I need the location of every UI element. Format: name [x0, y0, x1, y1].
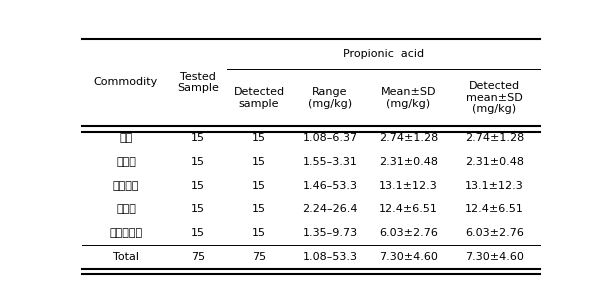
Text: 15: 15	[191, 204, 205, 214]
Text: 초석잠: 초석잠	[116, 204, 136, 214]
Text: Commodity: Commodity	[94, 78, 158, 87]
Text: 7.30±4.60: 7.30±4.60	[379, 252, 438, 262]
Text: 13.1±12.3: 13.1±12.3	[465, 181, 523, 191]
Text: 2.24–26.4: 2.24–26.4	[302, 204, 358, 214]
Text: 1.46–53.3: 1.46–53.3	[303, 181, 358, 191]
Text: Range
(mg/kg): Range (mg/kg)	[308, 87, 352, 109]
Text: 감자: 감자	[119, 133, 133, 143]
Text: 75: 75	[252, 252, 266, 262]
Text: 1.08–53.3: 1.08–53.3	[303, 252, 358, 262]
Text: 2.31±0.48: 2.31±0.48	[465, 157, 524, 167]
Text: 15: 15	[191, 228, 205, 238]
Text: 6.03±2.76: 6.03±2.76	[465, 228, 524, 238]
Text: 15: 15	[191, 157, 205, 167]
Text: 15: 15	[252, 181, 266, 191]
Text: 15: 15	[252, 228, 266, 238]
Text: 타이거넷츠: 타이거넷츠	[109, 228, 142, 238]
Text: 15: 15	[191, 181, 205, 191]
Text: 1.35–9.73: 1.35–9.73	[303, 228, 358, 238]
Text: 돼지감자: 돼지감자	[113, 181, 139, 191]
Text: Tested
Sample: Tested Sample	[177, 72, 219, 93]
Text: 고구마: 고구마	[116, 157, 136, 167]
Text: 13.1±12.3: 13.1±12.3	[379, 181, 438, 191]
Text: 7.30±4.60: 7.30±4.60	[465, 252, 524, 262]
Text: Propionic  acid: Propionic acid	[343, 49, 424, 59]
Text: 1.08–6.37: 1.08–6.37	[303, 133, 358, 143]
Text: 12.4±6.51: 12.4±6.51	[465, 204, 524, 214]
Text: 15: 15	[252, 133, 266, 143]
Text: Mean±SD
(mg/kg): Mean±SD (mg/kg)	[380, 87, 436, 109]
Text: 2.74±1.28: 2.74±1.28	[379, 133, 438, 143]
Text: Detected
sample: Detected sample	[233, 87, 285, 109]
Text: Total: Total	[113, 252, 139, 262]
Text: Detected
mean±SD
(mg/kg): Detected mean±SD (mg/kg)	[466, 81, 523, 115]
Text: 2.74±1.28: 2.74±1.28	[465, 133, 524, 143]
Text: 15: 15	[191, 133, 205, 143]
Text: 6.03±2.76: 6.03±2.76	[379, 228, 438, 238]
Text: 2.31±0.48: 2.31±0.48	[379, 157, 438, 167]
Text: 15: 15	[252, 157, 266, 167]
Text: 1.55–3.31: 1.55–3.31	[303, 157, 358, 167]
Text: 15: 15	[252, 204, 266, 214]
Text: 75: 75	[191, 252, 205, 262]
Text: 12.4±6.51: 12.4±6.51	[379, 204, 438, 214]
